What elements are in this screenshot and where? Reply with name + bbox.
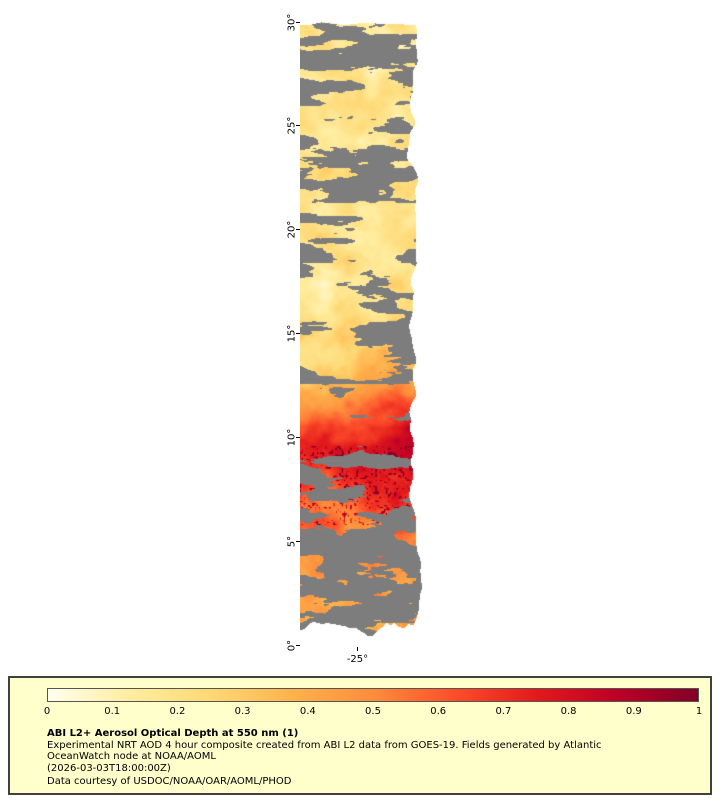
latitude-tick — [296, 540, 300, 542]
colorbar-tick-label: 0.7 — [495, 706, 512, 717]
colorbar-tick-label: 0 — [43, 706, 51, 717]
colorbar-tick-label: 1 — [695, 706, 703, 717]
latitude-tick-label: 20° — [286, 220, 298, 239]
legend-box: 0 0.1 0.2 0.3 0.4 0.5 0.6 0.7 0.8 0.9 1 ABI L2+ Ae… — [8, 676, 712, 795]
legend-timestamp: (2026-03-03T18:00:00Z) — [47, 762, 171, 774]
colorbar-tick-label: 0.2 — [169, 706, 186, 717]
latitude-tick-label: 30° — [286, 13, 298, 31]
latitude-tick — [296, 21, 300, 23]
legend-description-line1: Experimental NRT AOD 4 hour composite cr… — [47, 739, 602, 751]
colorbar-tick-label: 0.1 — [104, 706, 121, 717]
latitude-tick — [296, 229, 300, 231]
longitude-tick-label: -25° — [346, 654, 369, 665]
legend-description-line2: OceanWatch node at NOAA/AOML — [47, 751, 216, 762]
colorbar-tick-label: 0.3 — [234, 706, 251, 717]
latitude-tick — [296, 125, 300, 127]
colorbar-tick-labels: 0 0.1 0.2 0.3 0.4 0.5 0.6 0.7 0.8 0.9 1 — [10, 678, 710, 793]
colorbar-tick-label: 0.8 — [560, 706, 577, 717]
latitude-tick — [296, 436, 300, 438]
latitude-tick — [296, 333, 300, 334]
colorbar-tick-label: 0.5 — [365, 706, 381, 717]
latitude-tick-label: 10° — [286, 428, 298, 447]
aod-raster-image — [300, 20, 430, 647]
colorbar-tick-label: 0.9 — [625, 706, 642, 717]
latitude-tick-label: 25° — [286, 116, 298, 135]
longitude-axis: -25° — [300, 647, 430, 671]
latitude-tick — [296, 644, 300, 646]
colorbar-tick-label: 0.4 — [299, 706, 316, 717]
latitude-tick-label: 5° — [286, 535, 298, 547]
legend-title: ABI L2+ Aerosol Optical Depth at 550 nm … — [47, 728, 299, 739]
legend-credit: Data courtesy of USDOC/NOAA/OAR/AOML/PHO… — [47, 776, 292, 787]
latitude-tick-label: 15° — [286, 324, 298, 343]
longitude-tick — [357, 647, 358, 651]
map-plot: 30° 25° 20° 15° 10° 5° 0° -25° — [287, 13, 430, 665]
legend-caption: ABI L2+ Aerosol Optical Depth at 550 nm … — [47, 728, 700, 788]
latitude-tick-label: 0° — [286, 639, 298, 651]
colorbar-tick-label: 0.6 — [430, 706, 447, 717]
colorbar-gradient — [47, 688, 699, 702]
